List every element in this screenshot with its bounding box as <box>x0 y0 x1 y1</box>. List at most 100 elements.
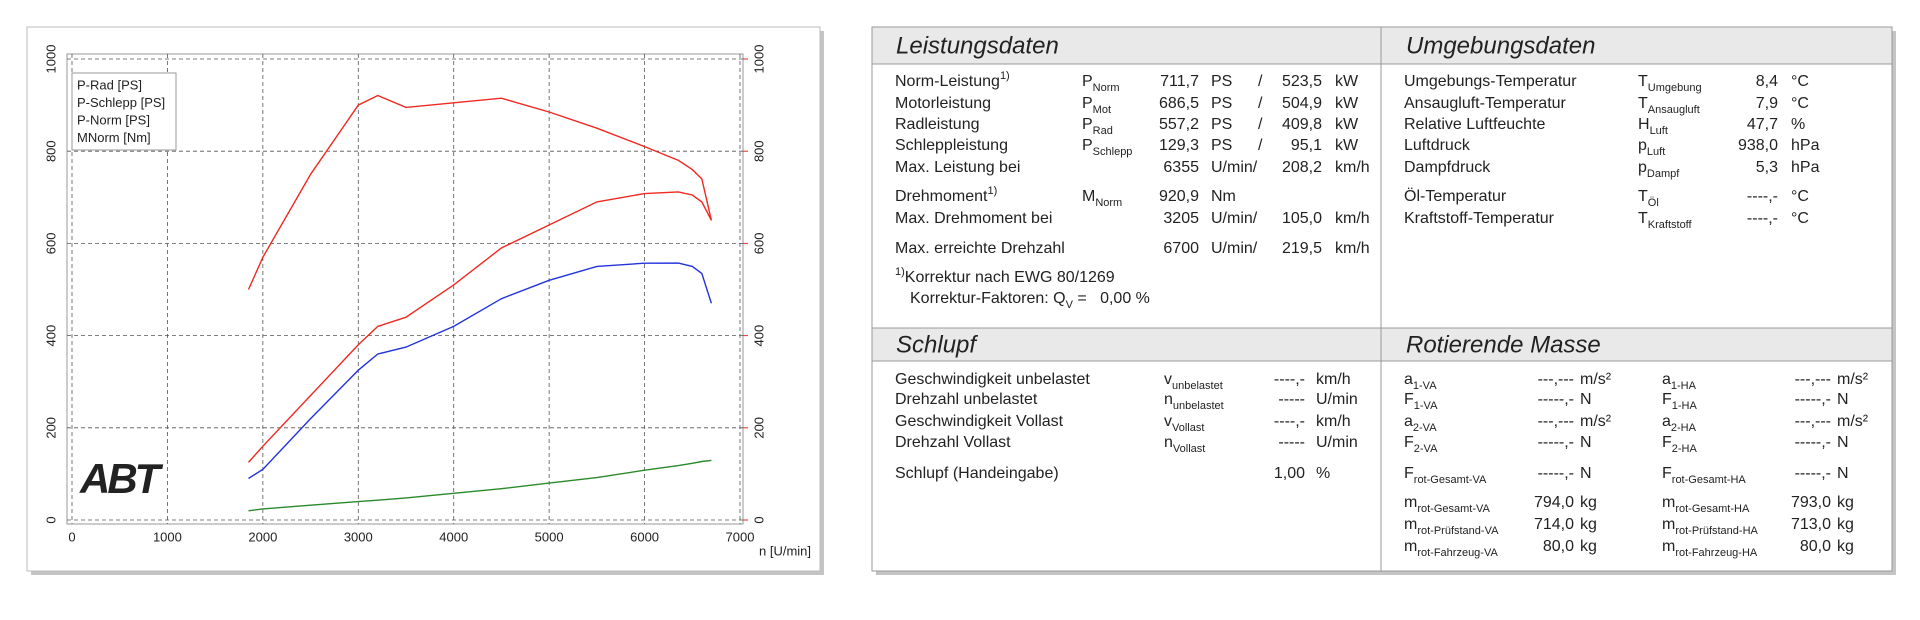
row-separator: / <box>1258 137 1263 154</box>
row-symbol: a1-VA <box>1404 371 1437 392</box>
logo: ABT <box>79 455 164 502</box>
row-value: ----,- <box>1274 413 1305 430</box>
row-symbol-text: F <box>1662 391 1672 408</box>
footnote-sup: 1) <box>895 266 905 278</box>
y2-tick-label: 400 <box>751 325 766 347</box>
row-symbol-text: m <box>1404 516 1417 533</box>
row-value: 47,7 <box>1747 116 1778 133</box>
row-symbol-text: H <box>1638 116 1650 133</box>
row-unit: kW <box>1335 73 1359 90</box>
row-separator: / <box>1258 116 1263 133</box>
row-symbol: nVollast <box>1164 434 1205 455</box>
row-value: 920,9 <box>1159 188 1199 205</box>
footnote-text: = 0,00 % <box>1073 290 1150 307</box>
y-tick-label: 400 <box>43 325 58 347</box>
row-value: -----,- <box>1795 465 1831 482</box>
footnote-sub: V <box>1066 299 1074 311</box>
row-symbol-text: v <box>1164 371 1172 388</box>
y-tick-label: 200 <box>43 417 58 439</box>
row-symbol-sub: rot-Gesamt-HA <box>1675 503 1750 515</box>
row-symbol: vunbelastet <box>1164 371 1223 392</box>
row-symbol-text: F <box>1404 465 1414 482</box>
row-unit: m/s² <box>1837 413 1869 430</box>
row-label-sup: 1) <box>987 185 997 197</box>
row-label-sup: 1) <box>1000 70 1010 82</box>
row-symbol-text: T <box>1638 188 1648 205</box>
row-symbol-sub: unbelastet <box>1172 380 1223 392</box>
y-tick-label: 600 <box>43 233 58 255</box>
section-title: Umgebungsdaten <box>1406 32 1595 59</box>
row-symbol-text: T <box>1638 95 1648 112</box>
row-label-text: Radleistung <box>895 116 980 133</box>
row-symbol-text: M <box>1082 188 1095 205</box>
row-unit: Nm <box>1211 188 1236 205</box>
row-symbol: PSchlepp <box>1082 137 1132 158</box>
row-symbol-text: a <box>1662 413 1671 430</box>
section-title: Schlupf <box>896 331 978 358</box>
row-symbol-text: m <box>1662 516 1675 533</box>
row-symbol-sub: rot-Gesamt-HA <box>1672 474 1747 486</box>
row-symbol-text: P <box>1082 95 1093 112</box>
row-value: -----,- <box>1538 465 1574 482</box>
row-unit: km/h <box>1335 159 1370 176</box>
row-symbol: a2-HA <box>1662 413 1697 434</box>
row-value: ----,- <box>1274 371 1305 388</box>
row-label: Kraftstoff-Temperatur <box>1404 210 1555 227</box>
legend-entry: MNorm [Nm] <box>77 130 151 145</box>
row-label: Geschwindigkeit unbelastet <box>895 371 1090 388</box>
row-unit: N <box>1580 434 1592 451</box>
row-symbol-sub: Vollast <box>1173 443 1205 455</box>
row-value: 80,0 <box>1543 538 1574 555</box>
row-symbol-sub: rot-Prüfstand-VA <box>1417 525 1499 537</box>
row-value: ---,--- <box>1795 371 1831 388</box>
row-unit: °C <box>1791 188 1809 205</box>
row-value: 3205 <box>1163 210 1199 227</box>
row-unit: N <box>1580 391 1592 408</box>
row-symbol: F1-VA <box>1404 391 1438 412</box>
row-unit: U/min/ <box>1211 159 1258 176</box>
row-unit: °C <box>1791 210 1809 227</box>
row-unit: km/h <box>1335 210 1370 227</box>
row-symbol-sub: 1-VA <box>1414 400 1438 412</box>
row-unit: km/h <box>1316 413 1351 430</box>
row-symbol-text: m <box>1404 494 1417 511</box>
section-title: Rotierende Masse <box>1406 331 1601 358</box>
row-value: 6355 <box>1163 159 1199 176</box>
row-value: -----,- <box>1795 391 1831 408</box>
row-unit: % <box>1316 465 1330 482</box>
row-value: ---,--- <box>1538 413 1574 430</box>
row-unit: m/s² <box>1580 371 1612 388</box>
row-value: 711,7 <box>1160 73 1199 90</box>
row-symbol-text: a <box>1662 371 1671 388</box>
row-symbol-sub: Dampf <box>1647 168 1680 180</box>
row-label: Norm-Leistung1) <box>895 70 1010 90</box>
row-value: 95,1 <box>1291 137 1322 154</box>
row-unit: hPa <box>1791 137 1820 154</box>
row-symbol-text: P <box>1082 137 1093 154</box>
row-label: Umgebungs-Temperatur <box>1404 73 1577 90</box>
row-value: 523,5 <box>1282 73 1322 90</box>
row-value: ----- <box>1278 391 1305 408</box>
row-symbol-sub: Ansaugluft <box>1648 104 1700 116</box>
x-axis-label: n [U/min] <box>759 543 811 558</box>
row-value: 5,3 <box>1756 159 1778 176</box>
section-title: Leistungsdaten <box>896 32 1059 59</box>
row-symbol-sub: 1-HA <box>1671 380 1697 392</box>
row-symbol-sub: unbelastet <box>1173 400 1224 412</box>
row-unit: N <box>1580 465 1592 482</box>
row-symbol: TAnsaugluft <box>1638 95 1700 116</box>
row-symbol-text: n <box>1164 434 1173 451</box>
row-unit: PS <box>1211 116 1232 133</box>
row-symbol-text: p <box>1638 159 1647 176</box>
row-unit: N <box>1837 434 1849 451</box>
x-tick-label: 3000 <box>344 529 373 544</box>
y2-tick-label: 1000 <box>751 45 766 74</box>
row-label: Max. erreichte Drehzahl <box>895 240 1065 257</box>
row-value: 409,8 <box>1282 116 1322 133</box>
row-unit: PS <box>1211 95 1232 112</box>
x-tick-label: 4000 <box>439 529 468 544</box>
row-symbol-sub: 2-VA <box>1414 443 1438 455</box>
row-symbol-text: n <box>1164 391 1173 408</box>
